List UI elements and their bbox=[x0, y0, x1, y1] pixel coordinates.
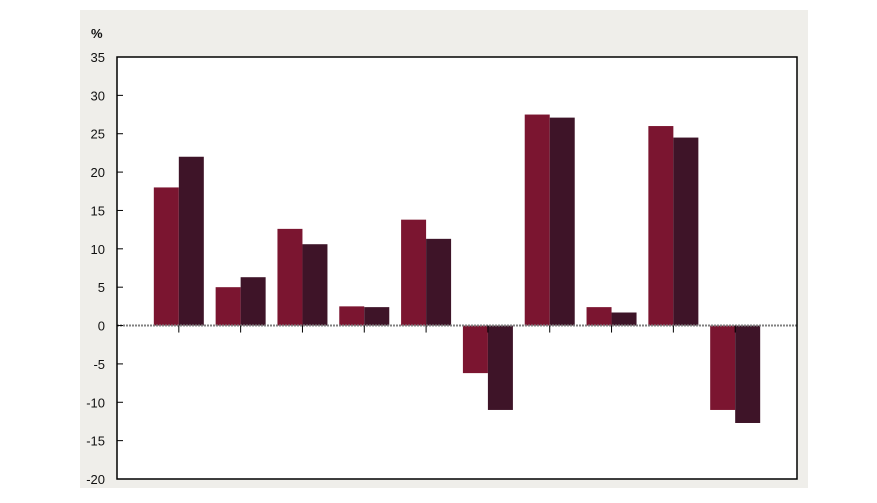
bar-series2-6 bbox=[487, 325, 513, 410]
y-tick-label: -20 bbox=[86, 472, 105, 487]
y-tick-label: 10 bbox=[91, 242, 105, 257]
bar-series2-2 bbox=[240, 277, 266, 326]
y-tick-label: 15 bbox=[91, 203, 105, 218]
y-tick-label: 0 bbox=[98, 319, 105, 334]
plot-frame bbox=[116, 56, 798, 480]
bar-series1-5 bbox=[401, 219, 427, 326]
bar-series1-7 bbox=[524, 114, 550, 326]
bar-series2-4 bbox=[364, 307, 390, 326]
bar-series1-2 bbox=[215, 287, 241, 326]
y-tick-label: 20 bbox=[91, 165, 105, 180]
bar-series2-10 bbox=[735, 325, 761, 423]
bar-series1-8 bbox=[586, 307, 612, 326]
bar-series1-1 bbox=[153, 187, 179, 326]
y-unit-label: % bbox=[91, 26, 103, 41]
bar-series1-4 bbox=[339, 306, 365, 326]
bar-series1-10 bbox=[710, 325, 736, 410]
y-tick-label: 5 bbox=[98, 280, 105, 295]
y-tick-label: 30 bbox=[91, 88, 105, 103]
bar-series1-9 bbox=[648, 126, 674, 326]
bar-series2-9 bbox=[673, 137, 699, 326]
bar-series2-3 bbox=[302, 244, 328, 326]
bar-series1-6 bbox=[462, 325, 488, 374]
y-tick-label: 35 bbox=[91, 50, 105, 65]
bar-series2-1 bbox=[178, 156, 204, 326]
bar-series1-3 bbox=[277, 228, 303, 326]
bar-series2-5 bbox=[426, 238, 452, 326]
y-tick-label: -10 bbox=[86, 395, 105, 410]
y-tick-label: -5 bbox=[93, 357, 105, 372]
bar-series2-7 bbox=[549, 117, 575, 326]
bar-series2-8 bbox=[611, 312, 637, 326]
y-tick-label: 25 bbox=[91, 127, 105, 142]
y-tick-label: -15 bbox=[86, 434, 105, 449]
